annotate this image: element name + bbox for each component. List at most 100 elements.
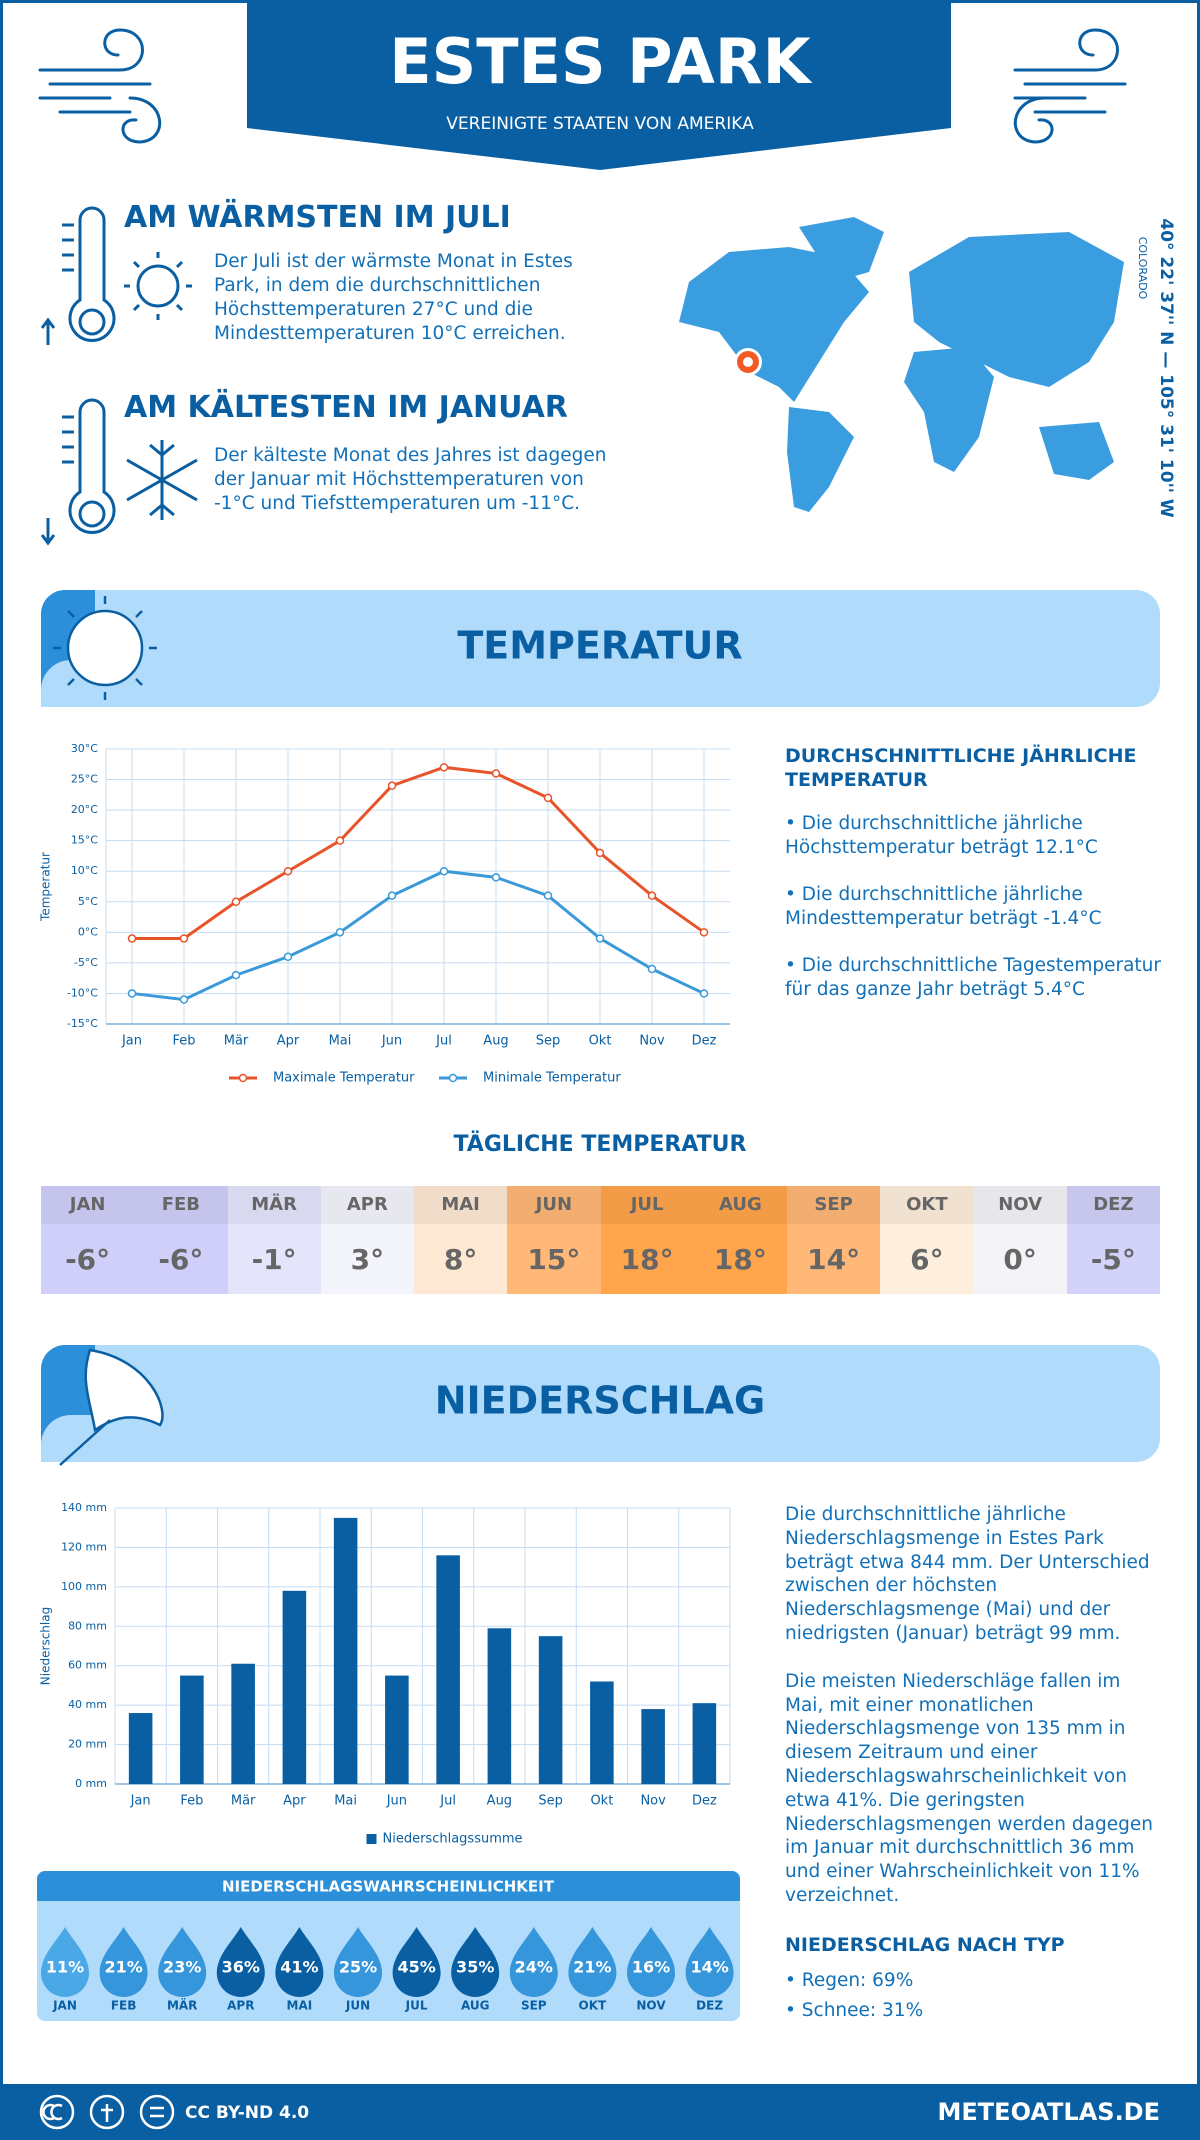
x-tick-label: Nov	[640, 1794, 666, 1809]
drop-value: 41%	[280, 1958, 318, 1977]
drop-value: 16%	[632, 1958, 670, 1977]
summary-item: • Die durchschnittliche Tagestemperatur …	[785, 955, 1161, 1000]
license: CC BY-ND 4.0	[185, 2103, 309, 2123]
precip-text: Die durchschnittliche jährliche Niedersc…	[785, 1503, 1155, 1932]
point	[647, 891, 657, 900]
x-tick-label: Aug	[487, 1794, 512, 1809]
x-tick-label: Dez	[692, 1034, 717, 1049]
drop-shape	[451, 1927, 500, 1997]
legend-point	[238, 1073, 248, 1083]
drop-month: MÄR	[167, 1998, 197, 2013]
coldest-title: AM KÄLTESTEN IM JANUAR	[124, 390, 568, 425]
type-item: • Schnee: 31%	[785, 2000, 924, 2021]
drop-month: SEP	[521, 1999, 547, 2013]
drop: 25%	[334, 1927, 382, 1997]
drop-month: FEB	[111, 1999, 137, 2013]
daily-value: -1°	[251, 1242, 297, 1276]
daily-value: 0°	[1003, 1242, 1037, 1276]
drop-month: APR	[227, 1999, 254, 2013]
banner	[41, 590, 1160, 707]
daily-column: AUG 18°	[693, 1186, 787, 1294]
title: ESTES PARK	[389, 25, 812, 98]
probability-header	[37, 1871, 740, 1901]
banner	[41, 1345, 1160, 1462]
daily-column: MÄR -1°	[227, 1186, 321, 1294]
point	[179, 995, 189, 1004]
drop-shape	[568, 1927, 617, 1997]
x-tick-label: Feb	[172, 1034, 195, 1049]
x-tick-label: Nov	[639, 1034, 665, 1049]
drop-value: 45%	[397, 1958, 435, 1977]
sun-icon	[53, 596, 157, 700]
x-tick-label: Mai	[329, 1034, 352, 1049]
drop-shape	[627, 1927, 675, 1997]
daily-month: APR	[320, 1186, 414, 1224]
bar	[487, 1628, 512, 1784]
drop: 21%	[568, 1927, 617, 1997]
region: COLORADO	[1136, 237, 1149, 300]
point	[127, 934, 137, 943]
point	[491, 873, 501, 882]
daily-month: AUG	[693, 1186, 787, 1224]
coordinates: 40° 22' 37'' N — 105° 31' 10'' W	[1156, 218, 1176, 518]
point	[335, 928, 345, 937]
world-map	[679, 217, 1124, 512]
x-tick-label: Jun	[386, 1794, 407, 1809]
y-tick-label: 40 mm	[68, 1698, 107, 1711]
daily-month: MÄR	[227, 1186, 321, 1224]
daily-month: DEZ	[1066, 1186, 1160, 1224]
y-tick-label: 0 mm	[75, 1777, 107, 1790]
daily-month: SEP	[787, 1186, 881, 1224]
line	[131, 869, 705, 1002]
drop-value: 11%	[46, 1958, 84, 1977]
y-tick-label: 120 mm	[61, 1540, 107, 1553]
daily-value: 14°	[807, 1242, 861, 1276]
drop: 36%	[216, 1927, 265, 1997]
y-tick-label: 15°C	[71, 834, 98, 847]
daily-value: 18°	[620, 1242, 674, 1276]
line	[132, 765, 705, 940]
daily-month: FEB	[134, 1186, 228, 1224]
daily-month: NOV	[973, 1186, 1067, 1224]
y-tick-label: 80 mm	[68, 1619, 107, 1632]
drop-month: AUG	[461, 1999, 490, 2013]
drop-value: 21%	[573, 1958, 611, 1977]
drop-shape	[334, 1927, 382, 1997]
drop-shape	[216, 1927, 265, 1997]
point	[231, 970, 241, 980]
point	[127, 989, 137, 998]
bar	[385, 1675, 409, 1784]
x-tick-label: Feb	[180, 1794, 203, 1809]
y-tick-label: 60 mm	[68, 1659, 107, 1672]
daily-value: 8°	[443, 1242, 478, 1276]
drop-value: 14%	[690, 1958, 728, 1977]
point	[335, 836, 345, 845]
daily-column: MAI 8°	[414, 1186, 508, 1294]
drop-month: JUL	[405, 1999, 428, 2013]
drop-shape	[99, 1927, 148, 1997]
drop-month: JUN	[345, 1999, 370, 2013]
point	[387, 781, 397, 790]
drop-shape	[509, 1927, 558, 1997]
drop-month: NOV	[636, 1999, 666, 2013]
legend-label: Maximale Temperatur	[273, 1071, 415, 1086]
summary: • Die durchschnittliche jährliche Höchst…	[785, 812, 1165, 1025]
bar	[231, 1663, 255, 1784]
daily-value: -6°	[65, 1242, 111, 1276]
x-tick-label: Aug	[483, 1034, 508, 1049]
point	[543, 891, 553, 900]
banner-corner	[41, 1415, 95, 1462]
license-icons	[39, 2094, 175, 2130]
warmest-title: AM WÄRMSTEN IM JULI	[124, 200, 511, 235]
daily-value: -5°	[1090, 1242, 1136, 1276]
y-tick-label: 30°C	[71, 742, 98, 755]
coldest-text: Der kälteste Monat des Jahres ist dagege…	[214, 445, 607, 514]
bar	[692, 1703, 717, 1784]
drop-shape	[392, 1927, 441, 1997]
bar	[128, 1713, 153, 1784]
point	[699, 928, 709, 937]
probability-box	[37, 1871, 740, 2021]
legend-swatch	[366, 1834, 377, 1844]
umbrella-icon	[59, 1348, 164, 1466]
